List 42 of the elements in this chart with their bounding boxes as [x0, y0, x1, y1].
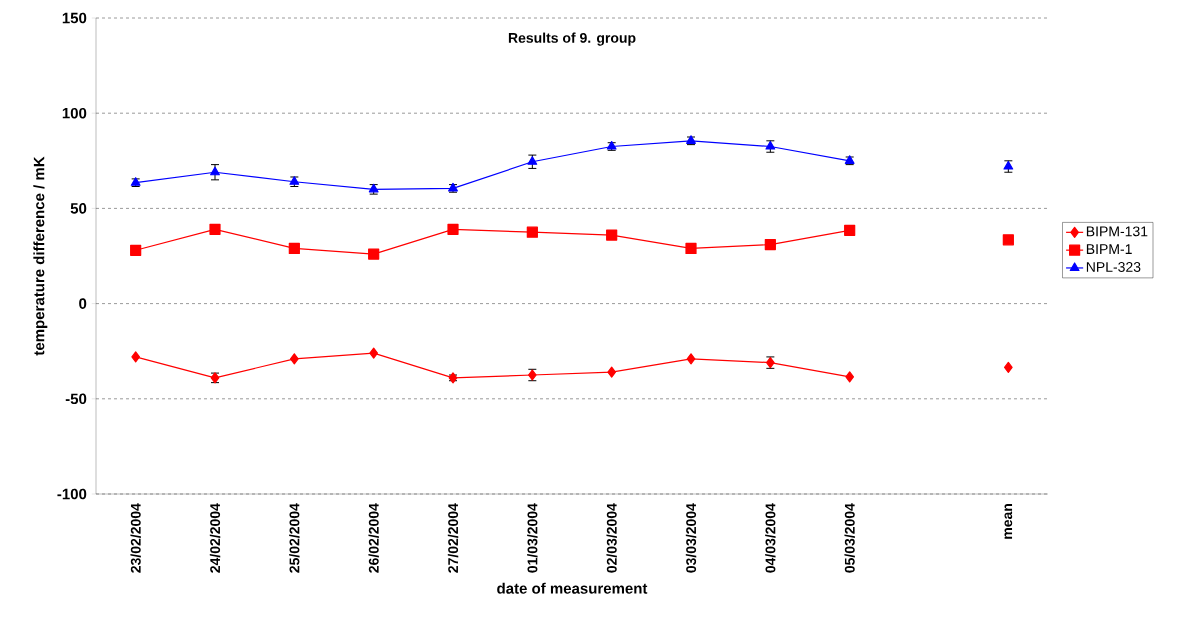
x-tick-label: 02/03/2004 — [606, 503, 617, 573]
point — [527, 156, 538, 165]
y-tick-label: 0 — [79, 298, 87, 309]
point — [289, 353, 299, 365]
legend-label: NPL-323 — [1086, 262, 1141, 272]
x-tick-label: 26/02/2004 — [368, 503, 379, 573]
x-tick-label: 03/03/2004 — [685, 503, 697, 573]
x-axis-title: date of measurement — [497, 582, 648, 594]
point — [845, 371, 855, 383]
y-tick-label: -50 — [65, 393, 87, 405]
point — [131, 351, 141, 363]
point — [526, 226, 538, 238]
text: Results of 9. group — [508, 32, 636, 46]
x-tick-label: 23/02/2004 — [130, 503, 141, 573]
point — [686, 353, 696, 365]
point — [288, 242, 300, 254]
x-tick-label: 05/03/2004 — [844, 503, 855, 573]
point — [130, 244, 142, 256]
x-tick-label: 01/03/2004 — [527, 503, 538, 573]
x-tick-label: 25/02/2004 — [289, 503, 300, 573]
y-tick-label: 100 — [62, 107, 87, 119]
point — [1003, 361, 1013, 373]
y-axis-title: temperature difference / mK — [33, 156, 48, 356]
y-tick-label: 150 — [62, 12, 87, 24]
x-tick-label: 24/02/2004 — [209, 503, 221, 573]
point — [685, 242, 697, 254]
point — [607, 366, 617, 378]
point — [369, 347, 379, 359]
point — [447, 223, 459, 235]
point — [606, 229, 618, 241]
point — [764, 238, 776, 251]
legend-label: BIPM-131 — [1086, 226, 1148, 237]
point — [844, 224, 856, 236]
x-tick-label: 27/02/2004 — [447, 503, 459, 573]
x-tick-label: 04/03/2004 — [765, 503, 776, 573]
point — [1002, 234, 1014, 246]
point — [368, 248, 380, 260]
y-tick-label: 50 — [70, 203, 87, 214]
x-tick-label: mean — [1004, 504, 1013, 539]
y-tick-label: -100 — [57, 488, 87, 500]
point — [209, 223, 221, 235]
legend-label: BIPM-1 — [1086, 244, 1132, 254]
